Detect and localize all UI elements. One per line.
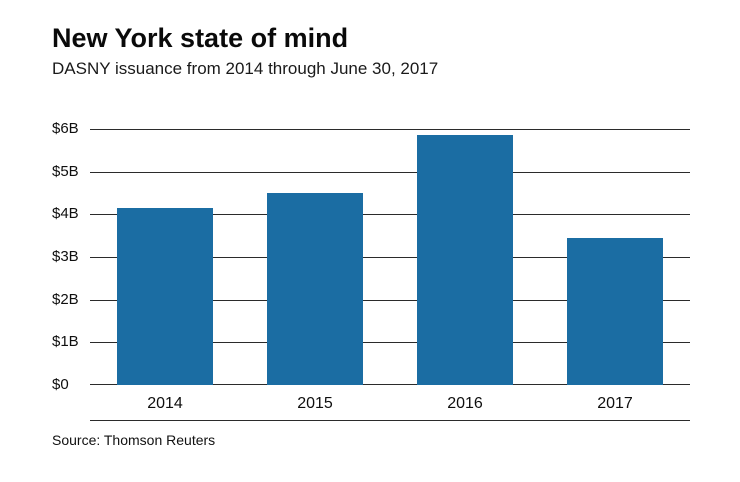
x-axis-label: 2014 [147,395,183,412]
bar-2016 [417,135,513,385]
gridline [90,342,690,344]
gridline [90,171,690,173]
bar-2015 [267,193,363,385]
gridline [90,257,690,258]
y-axis: $0 $1B $2B $3B $4B $5B $6B [52,120,90,393]
plot-area [90,129,690,385]
y-axis-label: $1B [52,333,79,351]
page-title: New York state of mind [52,23,349,53]
bar-slot [540,129,690,385]
y-axis-label: $5B [52,162,79,180]
y-axis-label: $2B [52,290,79,308]
source-note: Source: Thomson Reuters [52,432,216,448]
y-axis-label: $3B [52,248,79,265]
x-axis-label: 2016 [447,395,483,412]
chart-subtitle: DASNY issuance from 2014 through June 30… [52,59,439,78]
bar-slot [90,129,240,385]
bars-group [90,129,690,385]
gridline [90,299,690,301]
bar-slot [240,129,390,385]
bar-slot [390,129,540,385]
x-axis: 2014 2015 2016 2017 [90,387,690,413]
gridline [90,129,690,130]
x-axis-label: 2015 [297,395,333,412]
x-axis-label: 2017 [597,395,633,412]
y-axis-label: $4B [52,205,79,223]
gridline [90,384,690,385]
bar-2017 [567,237,663,385]
y-axis-label: $0 [52,376,69,393]
gridline [90,214,690,216]
bar-2014 [117,207,213,385]
bar-chart: $0 $1B $2B $3B $4B $5B $6B 2014 2015 2016 2017 [52,120,690,421]
axis-bottom-rule [90,420,690,421]
y-axis-label: $6B [52,120,79,137]
